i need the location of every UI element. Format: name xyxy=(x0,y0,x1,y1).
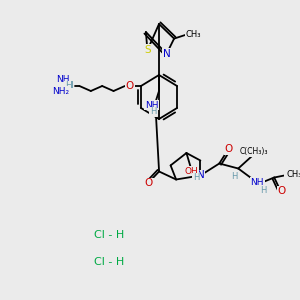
Text: O: O xyxy=(145,178,153,188)
Text: N: N xyxy=(163,49,170,59)
Text: S: S xyxy=(144,45,151,55)
Text: Cl - H: Cl - H xyxy=(94,257,124,267)
Text: NH: NH xyxy=(250,178,264,187)
Text: CH₃: CH₃ xyxy=(286,170,300,179)
Text: C(CH₃)₃: C(CH₃)₃ xyxy=(239,147,268,156)
Text: H: H xyxy=(260,186,266,195)
Text: N: N xyxy=(196,170,204,181)
Text: NH: NH xyxy=(56,76,69,85)
Text: NH: NH xyxy=(145,100,158,109)
Text: H: H xyxy=(231,172,238,181)
Text: O: O xyxy=(278,187,286,196)
Text: H: H xyxy=(67,82,73,91)
Text: H: H xyxy=(65,82,71,91)
Text: H: H xyxy=(150,107,157,116)
Text: NH₂: NH₂ xyxy=(52,86,69,95)
Text: OH: OH xyxy=(184,167,198,176)
Text: Cl - H: Cl - H xyxy=(94,230,124,240)
Text: H: H xyxy=(193,173,199,182)
Text: O: O xyxy=(125,81,134,91)
Text: CH₃: CH₃ xyxy=(185,30,201,39)
Text: O: O xyxy=(225,145,233,154)
